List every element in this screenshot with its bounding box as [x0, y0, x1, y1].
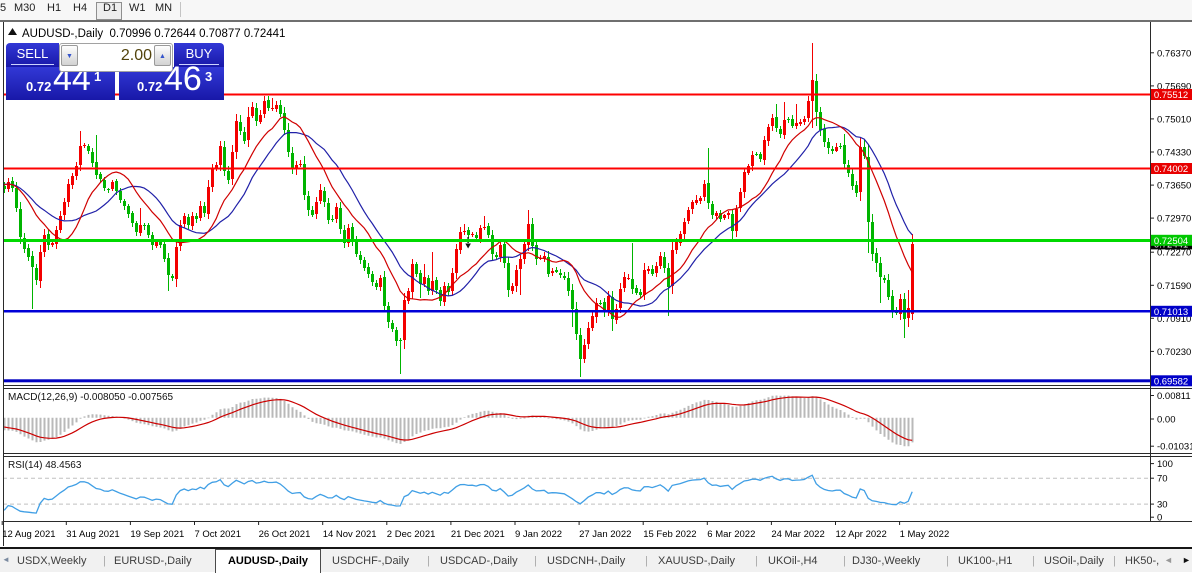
svg-text:1 May 2022: 1 May 2022: [900, 529, 950, 540]
svg-text:15 Feb 2022: 15 Feb 2022: [643, 529, 696, 540]
svg-text:0: 0: [1157, 513, 1162, 524]
svg-text:0.74002: 0.74002: [1154, 164, 1188, 175]
svg-text:0.72270: 0.72270: [1157, 248, 1191, 259]
svg-text:31 Aug 2021: 31 Aug 2021: [66, 529, 119, 540]
svg-text:0.75690: 0.75690: [1157, 81, 1191, 92]
svg-text:0.75010: 0.75010: [1157, 114, 1191, 125]
svg-text:6 Mar 2022: 6 Mar 2022: [707, 529, 755, 540]
svg-text:0.71013: 0.71013: [1154, 307, 1188, 318]
svg-text:26 Oct 2021: 26 Oct 2021: [259, 529, 311, 540]
svg-text:0.74330: 0.74330: [1157, 148, 1191, 159]
svg-text:0.00811: 0.00811: [1157, 391, 1191, 402]
svg-text:21 Dec 2021: 21 Dec 2021: [451, 529, 505, 540]
svg-text:7 Oct 2021: 7 Oct 2021: [195, 529, 241, 540]
svg-text:0.71590: 0.71590: [1157, 281, 1191, 292]
svg-text:0.72504: 0.72504: [1154, 236, 1188, 247]
svg-text:AUDUSD-,Daily 0.70996 0.72644: AUDUSD-,Daily 0.70996 0.72644 0.70877 0.…: [22, 28, 285, 40]
svg-text:-0.01031: -0.01031: [1157, 442, 1192, 453]
svg-text:14 Nov 2021: 14 Nov 2021: [323, 529, 377, 540]
svg-text:100: 100: [1157, 459, 1173, 470]
svg-text:12 Apr 2022: 12 Apr 2022: [836, 529, 887, 540]
svg-text:27 Jan 2022: 27 Jan 2022: [579, 529, 631, 540]
svg-text:0.73650: 0.73650: [1157, 181, 1191, 192]
svg-text:MACD(12,26,9) -0.008050 -0.007: MACD(12,26,9) -0.008050 -0.007565: [8, 392, 174, 403]
svg-text:2 Dec 2021: 2 Dec 2021: [387, 529, 436, 540]
svg-text:RSI(14) 48.4563: RSI(14) 48.4563: [8, 460, 82, 471]
svg-text:9 Jan 2022: 9 Jan 2022: [515, 529, 562, 540]
svg-text:0.75512: 0.75512: [1154, 90, 1188, 101]
svg-text:0.00: 0.00: [1157, 415, 1176, 426]
svg-text:0.69582: 0.69582: [1154, 377, 1188, 388]
svg-text:0.70910: 0.70910: [1157, 314, 1191, 325]
svg-text:24 Mar 2022: 24 Mar 2022: [771, 529, 824, 540]
svg-text:12 Aug 2021: 12 Aug 2021: [2, 529, 55, 540]
svg-text:70: 70: [1157, 474, 1168, 485]
svg-text:0.76370: 0.76370: [1157, 48, 1191, 59]
svg-text:19 Sep 2021: 19 Sep 2021: [130, 529, 184, 540]
svg-text:0.70230: 0.70230: [1157, 347, 1191, 358]
svg-text:0.72970: 0.72970: [1157, 214, 1191, 225]
svg-text:30: 30: [1157, 500, 1168, 511]
